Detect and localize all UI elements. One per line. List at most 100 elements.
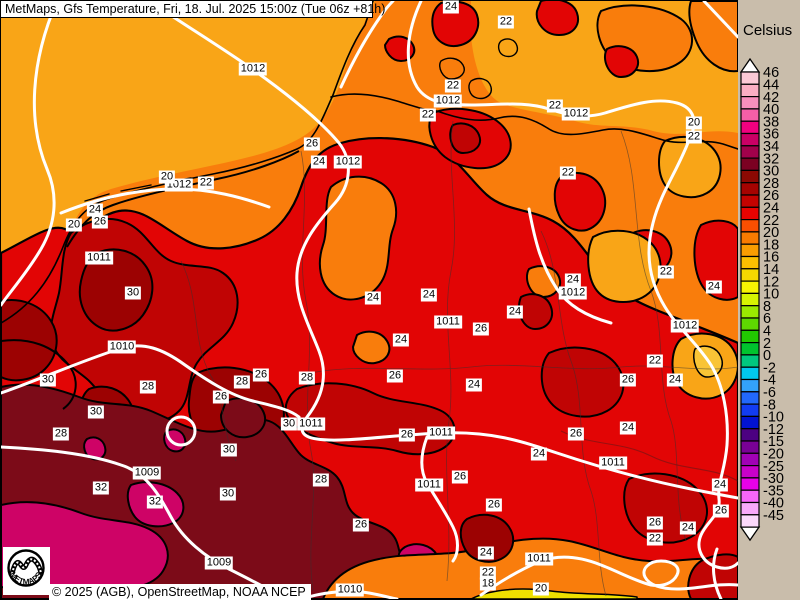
scale-tick-label: 2 — [763, 336, 771, 352]
scale-swatch — [740, 329, 760, 344]
temp-label: 22 — [646, 532, 664, 546]
metmaps-logo: METMAPS — [3, 547, 50, 595]
temp-label: 24 — [530, 447, 548, 461]
temp-label: 22 — [444, 79, 462, 93]
scale-tick-label: -4 — [763, 373, 776, 389]
temp-label: 22 — [197, 176, 215, 190]
scale-swatch — [740, 71, 760, 85]
pressure-label: 1012 — [238, 62, 268, 76]
scale-tick-label: -10 — [763, 410, 784, 426]
temp-label: 28 — [139, 380, 157, 394]
celsius-sidebar: Celsius 46 44 42 40 38 36 34 32 30 28 26 24 22 20 18 16… — [738, 0, 800, 600]
temp-label: 22 — [419, 108, 437, 122]
weather-map: 1012 1012 24 1012 1012 1012 1012 24 1012 1011 30 10… — [0, 0, 738, 600]
pressure-label: 1011 — [297, 417, 325, 431]
scale-swatch — [740, 489, 760, 504]
scale-tick-label: 12 — [763, 274, 779, 290]
scale-swatch — [740, 415, 760, 430]
scale-swatch — [740, 182, 760, 196]
temp-label: 28 — [52, 427, 70, 441]
scale-swatch — [740, 157, 760, 172]
scale-swatch — [740, 292, 760, 307]
temp-label: 26 — [91, 215, 109, 229]
temp-label: 26 — [352, 518, 370, 532]
scale-swatch — [740, 194, 760, 208]
scale-swatch — [740, 465, 760, 479]
temp-label: 24 — [705, 280, 723, 294]
scale-swatch — [740, 255, 760, 270]
scale-overflow-high — [739, 57, 761, 73]
scale-tick-label: 18 — [763, 237, 779, 253]
scale-tick-label: -40 — [763, 496, 784, 512]
scale-swatch — [740, 378, 760, 393]
temp-label: 22 — [559, 166, 577, 180]
pressure-label: 1011 — [599, 456, 627, 470]
temp-label: 30 — [219, 487, 237, 501]
scale-tick-label: 40 — [763, 102, 779, 118]
scale-tick-label: 22 — [763, 213, 779, 229]
scale-swatch — [740, 108, 760, 122]
scale-tick-label: 32 — [763, 151, 779, 167]
weather-map-canvas — [1, 1, 738, 599]
scale-swatch — [740, 514, 760, 528]
pressure-label: 1012 — [333, 155, 363, 169]
copyright-text: © 2025 (AGB), OpenStreetMap, NOAA NCEP — [52, 585, 306, 599]
temp-label: 24 — [442, 0, 460, 14]
scale-swatch — [740, 477, 760, 491]
temp-label: 24 — [392, 333, 410, 347]
scale-swatch — [740, 169, 760, 184]
border-lines — [180, 120, 738, 597]
temp-label: 24 — [679, 521, 697, 535]
temp-label: 24 — [711, 478, 729, 492]
scale-tick-label: -25 — [763, 459, 784, 475]
scale-swatch — [740, 305, 760, 319]
temp-label: 22 — [685, 130, 703, 144]
pressure-label: 1012 — [558, 286, 588, 300]
pressure-label: 1011 — [525, 552, 553, 566]
temp-label: 26 — [398, 428, 416, 442]
scale-swatch — [740, 268, 760, 282]
scale-swatch — [740, 231, 760, 245]
logo-text: METMAPS — [8, 570, 44, 587]
scale-swatch — [740, 391, 760, 405]
scale-swatch — [740, 243, 760, 258]
pressure-label: 1009 — [204, 556, 234, 570]
scale-tick-label: 4 — [763, 324, 771, 340]
temp-label: 24 — [477, 546, 495, 560]
scale-tick-label: 14 — [763, 262, 779, 278]
scale-swatch — [740, 132, 760, 147]
temp-label: 22 — [546, 99, 564, 113]
temp-label: 24 — [310, 155, 328, 169]
scale-tick-label: 0 — [763, 348, 771, 364]
temp-label: 22 — [646, 354, 664, 368]
scale-tick-label: 46 — [763, 65, 779, 81]
temp-label: 30 — [87, 405, 105, 419]
temp-label: 26 — [646, 516, 664, 530]
pressure-label: 1012 — [433, 94, 463, 108]
pressure-label: 1011 — [85, 251, 113, 265]
pressure-label: 1009 — [132, 466, 162, 480]
temp-label: 20 — [65, 218, 83, 232]
scale-swatch — [740, 440, 760, 454]
temp-label: 24 — [86, 203, 104, 217]
scale-tick-label: 24 — [763, 201, 779, 217]
temp-label: 32 — [146, 495, 164, 509]
scale-swatch — [740, 280, 760, 295]
temp-label: 20 — [532, 582, 550, 596]
scale-tick-label: 44 — [763, 78, 779, 94]
temp-label: 28 — [233, 375, 251, 389]
map-title: MetMaps, Gfs Temperature, Fri, 18. Jul. … — [5, 2, 386, 16]
scale-tick-label: 20 — [763, 225, 779, 241]
temp-label: 28 — [312, 473, 330, 487]
scale-swatch — [740, 403, 760, 418]
scale-tick-label: 8 — [763, 299, 771, 315]
scale-swatch — [740, 206, 760, 221]
temp-label: 26 — [252, 368, 270, 382]
scale-tick-label: 6 — [763, 311, 771, 327]
pressure-label: 1010 — [335, 583, 365, 597]
temp-label: 22 — [657, 265, 675, 279]
scale-tick-label: 28 — [763, 176, 779, 192]
scale-tick-label: -20 — [763, 447, 784, 463]
temperature-fill-regions — [1, 1, 738, 599]
